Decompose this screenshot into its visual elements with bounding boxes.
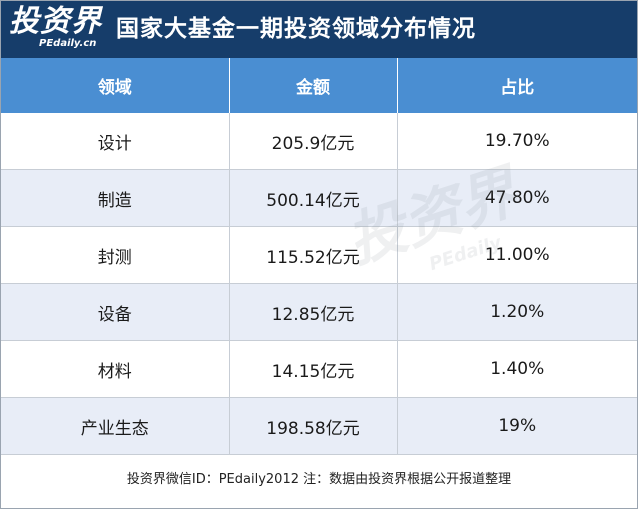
footer-note: 投资界微信ID：PEdaily2012 注：数据由投资界根据公开报道整理	[126, 472, 512, 487]
cell-share: 19%	[397, 397, 637, 455]
brand-logo: 投资界 PEdaily.cn	[9, 5, 105, 55]
cell-share: 19.70%	[397, 113, 637, 170]
table-row: 设计 205.9亿元 19.70%	[1, 113, 637, 170]
investment-table: 领域 金额 占比 设计 205.9亿元 19.70% 制造 500.14亿元 4…	[1, 58, 637, 455]
cell-field: 制造	[1, 169, 230, 227]
table-row: 材料 14.15亿元 1.40%	[1, 340, 637, 398]
cell-amount: 115.52亿元	[229, 226, 398, 284]
cell-amount: 205.9亿元	[229, 113, 398, 170]
cell-amount: 12.85亿元	[229, 283, 398, 341]
cell-field: 设备	[1, 283, 230, 341]
cell-amount: 198.58亿元	[229, 397, 398, 455]
cell-field: 封测	[1, 226, 230, 284]
table-row: 封测 115.52亿元 11.00%	[1, 226, 637, 284]
column-header-amount: 金额	[229, 58, 398, 113]
cell-share: 11.00%	[397, 226, 637, 284]
page-title: 国家大基金一期投资领域分布情况	[116, 16, 476, 42]
table-header-row: 领域 金额 占比	[1, 58, 637, 113]
cell-field: 材料	[1, 340, 230, 398]
cell-share: 47.80%	[397, 169, 637, 227]
cell-amount: 14.15亿元	[229, 340, 398, 398]
column-header-share: 占比	[397, 58, 637, 113]
table-row: 设备 12.85亿元 1.20%	[1, 283, 637, 341]
brand-logo-domain: PEdaily.cn	[39, 38, 97, 49]
table-row: 产业生态 198.58亿元 19%	[1, 397, 637, 455]
header-bar: 投资界 PEdaily.cn 国家大基金一期投资领域分布情况	[1, 1, 637, 58]
cell-share: 1.20%	[397, 283, 637, 341]
cell-share: 1.40%	[397, 340, 637, 398]
brand-logo-text: 投资界	[9, 4, 102, 39]
table-row: 制造 500.14亿元 47.80%	[1, 169, 637, 227]
cell-field: 设计	[1, 113, 230, 170]
column-header-field: 领域	[1, 58, 230, 113]
cell-field: 产业生态	[1, 397, 230, 455]
cell-amount: 500.14亿元	[229, 169, 398, 227]
